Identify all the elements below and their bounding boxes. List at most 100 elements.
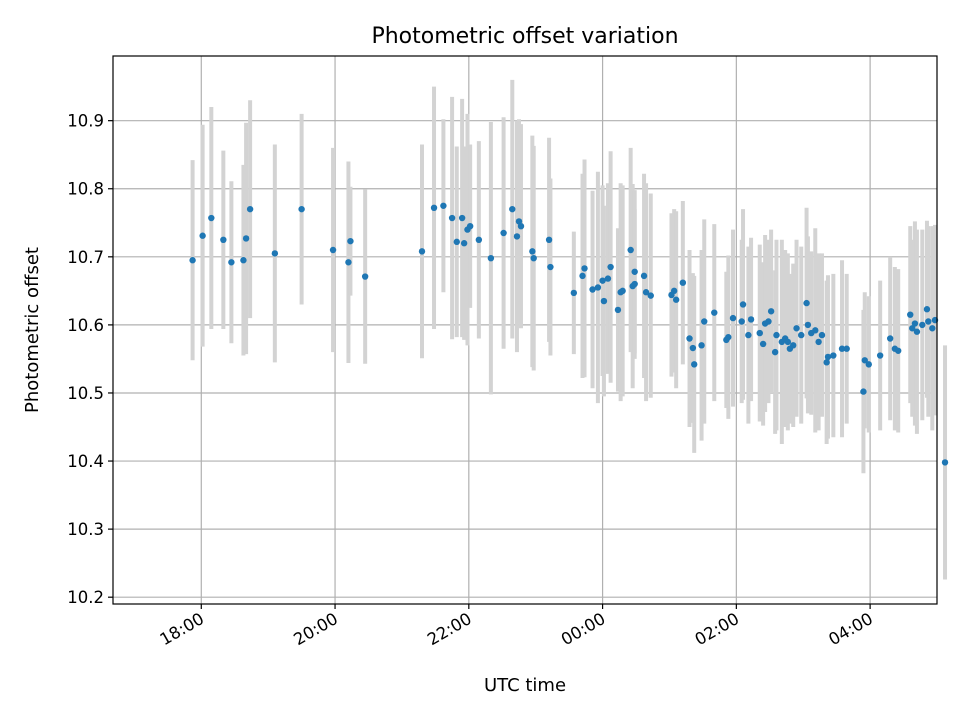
data-point — [907, 311, 914, 318]
data-point — [614, 306, 622, 314]
data-point — [909, 325, 916, 332]
data-point — [545, 236, 553, 244]
y-tick-label: 10.4 — [67, 452, 104, 471]
data-points — [189, 202, 949, 466]
data-point — [711, 309, 718, 316]
data-point — [647, 292, 654, 299]
data-point — [838, 345, 846, 352]
data-point — [487, 254, 495, 262]
data-point — [298, 205, 305, 213]
data-point — [738, 318, 745, 325]
data-point — [679, 279, 687, 286]
data-point — [619, 287, 626, 295]
plot-frame — [112, 55, 938, 605]
data-point — [670, 287, 678, 295]
data-point — [725, 333, 732, 341]
data-point — [823, 359, 830, 366]
data-point — [189, 257, 196, 264]
data-point — [701, 318, 708, 325]
data-point — [418, 248, 426, 255]
data-point — [570, 289, 578, 297]
data-point — [448, 214, 456, 222]
data-point — [271, 250, 279, 257]
data-point — [765, 318, 772, 325]
data-point — [911, 320, 919, 327]
data-point — [240, 257, 247, 264]
data-point — [594, 284, 602, 291]
data-point — [640, 272, 648, 280]
data-point — [530, 254, 537, 262]
x-axis-label: UTC time — [484, 675, 566, 696]
data-point — [475, 236, 483, 244]
data-point — [745, 331, 752, 339]
data-point — [466, 222, 474, 230]
data-point — [876, 352, 884, 359]
data-point — [430, 204, 438, 212]
data-point — [747, 316, 755, 323]
data-point — [199, 232, 206, 239]
y-tick-label: 10.6 — [67, 316, 104, 335]
data-point — [919, 321, 926, 329]
data-point — [861, 357, 868, 364]
data-point — [517, 222, 525, 230]
data-point — [599, 277, 606, 284]
data-point — [607, 263, 614, 271]
data-point — [925, 318, 932, 325]
data-point — [458, 214, 466, 222]
data-point — [784, 338, 792, 346]
data-point — [812, 327, 819, 334]
data-point — [453, 238, 460, 246]
data-point — [500, 229, 507, 237]
data-point — [771, 348, 779, 356]
data-point — [631, 280, 638, 288]
data-point — [886, 335, 894, 342]
data-point — [600, 297, 608, 305]
y-axis-label: Photometric offset — [22, 247, 43, 413]
data-point — [329, 246, 337, 254]
data-point — [790, 342, 797, 349]
data-point — [941, 459, 949, 466]
data-point — [759, 340, 767, 348]
data-point — [843, 345, 850, 352]
data-point — [604, 275, 612, 282]
data-point — [220, 236, 227, 244]
data-point — [895, 347, 902, 354]
data-point — [579, 272, 586, 280]
data-point — [824, 353, 832, 361]
y-tick-label: 10.9 — [67, 112, 104, 131]
data-point — [793, 325, 800, 332]
data-point — [798, 331, 805, 339]
data-point — [208, 214, 215, 222]
y-tick-label: 10.3 — [67, 520, 104, 539]
data-point — [581, 265, 588, 272]
data-point — [803, 299, 810, 307]
data-point — [361, 273, 369, 280]
data-point — [865, 361, 872, 368]
data-point — [929, 325, 936, 332]
y-tick-label: 10.2 — [67, 588, 104, 607]
y-tick-label: 10.8 — [67, 180, 104, 199]
data-point — [627, 246, 634, 254]
data-point — [513, 233, 521, 240]
chart-title: Photometric offset variation — [371, 24, 678, 49]
data-point — [815, 338, 822, 346]
y-tick-label: 10.5 — [67, 384, 104, 403]
data-point — [818, 331, 826, 339]
data-point — [672, 296, 680, 303]
y-tick-label: 10.7 — [67, 248, 104, 267]
y-axis: 10.2 10.3 10.4 10.5 10.6 10.7 10.8 10.9 — [67, 112, 113, 607]
data-point — [686, 335, 693, 342]
data-point — [642, 289, 650, 296]
data-point — [913, 328, 921, 335]
data-point — [547, 263, 554, 271]
data-point — [631, 268, 638, 275]
data-point — [767, 308, 775, 315]
data-point — [773, 331, 780, 339]
data-point — [242, 235, 250, 242]
data-point — [698, 342, 705, 349]
data-point — [529, 248, 536, 255]
data-point — [830, 352, 837, 359]
data-point — [345, 259, 352, 266]
data-point — [689, 344, 697, 352]
